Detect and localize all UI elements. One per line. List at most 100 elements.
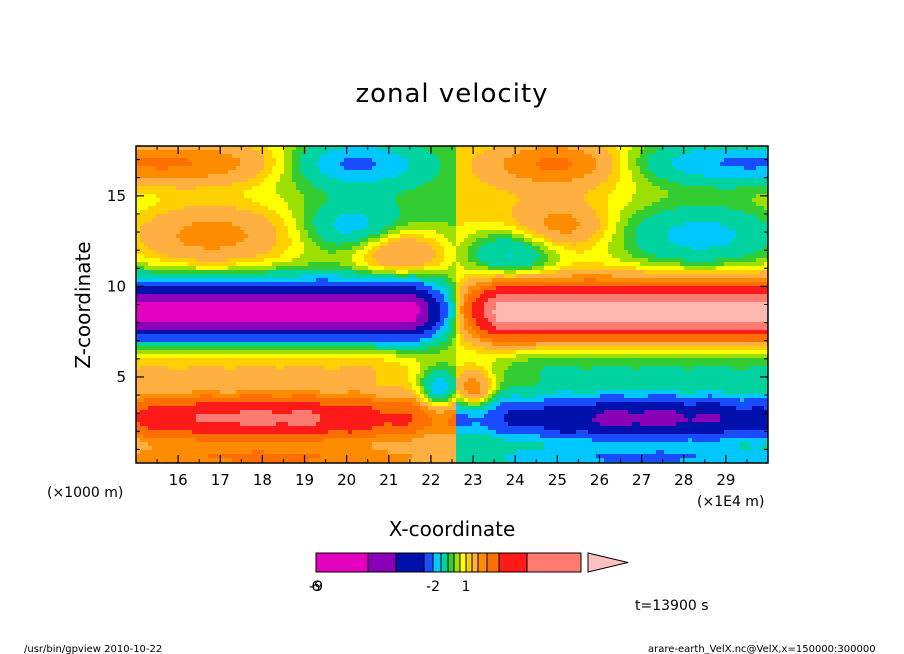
field-cell: [620, 170, 625, 175]
field-cell: [572, 214, 577, 219]
field-cell: [604, 174, 609, 179]
field-cell: [216, 206, 221, 211]
field-cell: [392, 222, 397, 227]
field-cell: [712, 190, 717, 195]
field-cell: [744, 214, 749, 219]
field-cell: [212, 230, 217, 235]
field-cell: [424, 182, 429, 187]
field-cell: [400, 218, 405, 223]
field-cell: [716, 206, 721, 211]
field-cell: [168, 234, 173, 239]
field-cell: [580, 178, 585, 183]
field-cell: [428, 178, 433, 183]
field-cell: [532, 190, 537, 195]
field-cell: [196, 150, 201, 155]
field-cell: [408, 234, 413, 239]
field-cell: [272, 230, 277, 235]
field-cell: [176, 170, 181, 175]
field-cell: [676, 262, 681, 267]
field-cell: [248, 154, 253, 159]
field-cell: [688, 146, 693, 151]
field-cell: [236, 214, 241, 219]
field-cell: [672, 166, 677, 171]
field-cell: [372, 270, 377, 275]
field-cell: [408, 230, 413, 235]
field-cell: [180, 222, 185, 227]
field-cell: [608, 226, 613, 231]
field-cell: [232, 186, 237, 191]
field-cell: [608, 166, 613, 171]
field-cell: [336, 262, 341, 267]
field-cell: [392, 158, 397, 163]
field-cell: [592, 198, 597, 203]
field-cell: [504, 166, 509, 171]
field-cell: [524, 238, 529, 243]
field-cell: [668, 154, 673, 159]
field-cell: [688, 206, 693, 211]
field-cell: [292, 186, 297, 191]
field-cell: [292, 262, 297, 267]
field-cell: [184, 158, 189, 163]
field-cell: [696, 198, 701, 203]
field-cell: [424, 194, 429, 199]
field-cell: [492, 198, 497, 203]
field-cell: [312, 162, 317, 167]
field-cell: [548, 250, 553, 255]
field-cell: [496, 190, 501, 195]
field-cell: [548, 254, 553, 259]
field-cell: [688, 162, 693, 167]
field-cell: [288, 154, 293, 159]
field-cell: [224, 202, 229, 207]
field-cell: [520, 206, 525, 211]
field-cell: [208, 262, 213, 267]
field-cell: [504, 218, 509, 223]
field-cell: [668, 226, 673, 231]
field-cell: [592, 174, 597, 179]
field-cell: [544, 210, 549, 215]
field-cell: [644, 170, 649, 175]
field-cell: [476, 242, 481, 247]
field-cell: [716, 190, 721, 195]
field-cell: [336, 246, 341, 251]
field-cell: [744, 206, 749, 211]
field-cell: [172, 258, 177, 263]
field-cell: [136, 218, 141, 223]
field-cell: [400, 206, 405, 211]
field-cell: [656, 174, 661, 179]
field-cell: [332, 194, 337, 199]
field-cell: [728, 254, 733, 259]
field-cell: [748, 226, 753, 231]
field-cell: [548, 210, 553, 215]
field-cell: [236, 250, 241, 255]
field-cell: [408, 198, 413, 203]
field-cell: [524, 258, 529, 263]
field-cell: [556, 230, 561, 235]
field-cell: [144, 242, 149, 247]
field-cell: [196, 202, 201, 207]
field-cell: [744, 166, 749, 171]
field-cell: [308, 178, 313, 183]
field-cell: [460, 190, 465, 195]
field-cell: [268, 238, 273, 243]
field-cell: [356, 150, 361, 155]
field-cell: [472, 214, 477, 219]
field-cell: [168, 194, 173, 199]
field-cell: [712, 154, 717, 159]
field-cell: [180, 198, 185, 203]
field-cell: [508, 190, 513, 195]
field-cell: [664, 190, 669, 195]
field-cell: [360, 226, 365, 231]
field-cell: [660, 222, 665, 227]
field-cell: [752, 234, 757, 239]
field-cell: [548, 198, 553, 203]
field-cell: [696, 182, 701, 187]
field-cell: [568, 246, 573, 251]
field-cell: [476, 230, 481, 235]
field-cell: [516, 162, 521, 167]
field-cell: [348, 186, 353, 191]
field-cell: [576, 190, 581, 195]
field-cell: [636, 230, 641, 235]
field-cell: [316, 246, 321, 251]
field-cell: [628, 238, 633, 243]
field-cell: [656, 198, 661, 203]
